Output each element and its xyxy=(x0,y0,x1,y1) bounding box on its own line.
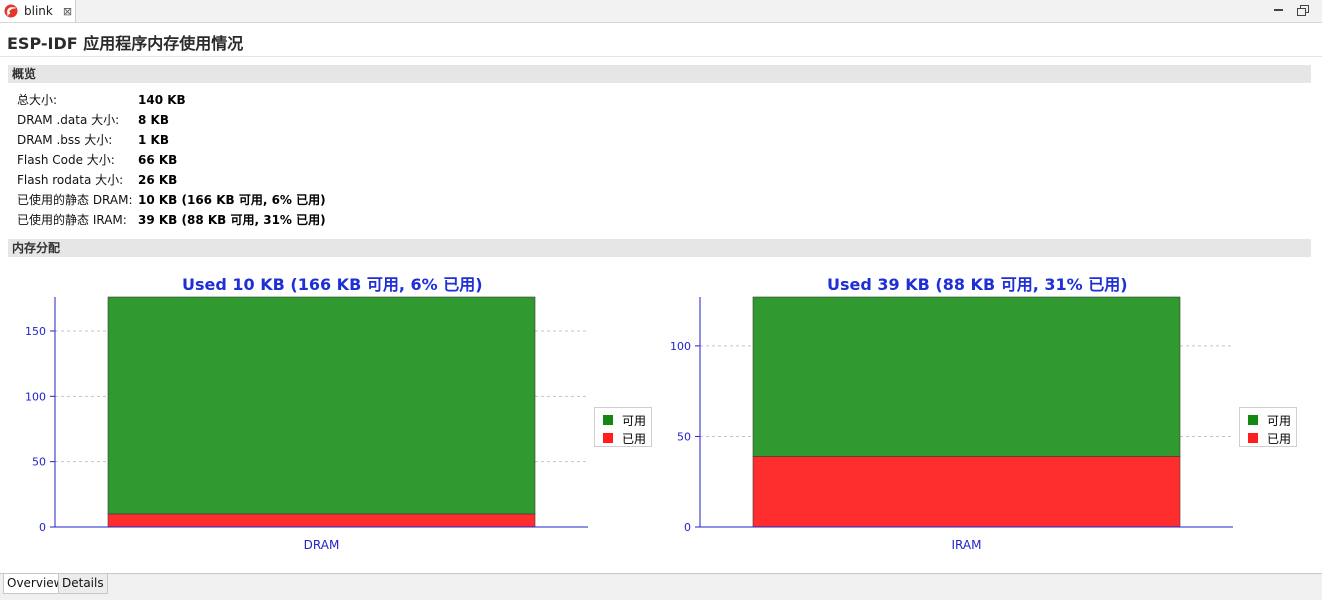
legend-item-free: 可用 xyxy=(603,411,651,429)
y-tick-label: 100 xyxy=(25,390,46,403)
overview-value: 1 KB xyxy=(138,133,169,147)
overview-value: 8 KB xyxy=(138,113,169,127)
editor-tab-blink[interactable]: blink ⊠ xyxy=(0,0,76,22)
overview-label: DRAM .data 大小: xyxy=(17,113,120,127)
overview-label: Flash Code 大小: xyxy=(17,153,115,167)
iram-chart-title: Used 39 KB (88 KB 可用, 31% 已用) xyxy=(827,275,1128,294)
dram-chart-title: Used 10 KB (166 KB 可用, 6% 已用) xyxy=(182,275,483,294)
page-title: ESP-IDF 应用程序内存使用情况 xyxy=(7,34,244,53)
overview-value: 66 KB xyxy=(138,153,178,167)
legend-label-free: 可用 xyxy=(1267,413,1292,428)
iram-chart: Used 39 KB (88 KB 可用, 31% 已用) 0 50 100 IRAM… xyxy=(645,265,1305,565)
close-icon[interactable]: ⊠ xyxy=(62,4,73,18)
legend-swatch-free xyxy=(603,415,613,425)
overview-value: 10 KB (166 KB 可用, 6% 已用) xyxy=(138,193,326,207)
overview-label: Flash rodata 大小: xyxy=(17,173,124,187)
bar-used xyxy=(107,513,536,528)
espressif-logo-icon xyxy=(4,4,18,18)
y-tick-label: 50 xyxy=(677,430,691,443)
dram-chart-plot: 0 50 100 150 DRAM xyxy=(25,296,588,552)
bar-free xyxy=(752,296,1181,457)
y-tick-label: 0 xyxy=(39,521,46,534)
legend-item-free: 可用 xyxy=(1248,411,1296,429)
overview-label: 总大小: xyxy=(17,93,58,107)
editor-tab-bar: blink ⊠ xyxy=(0,0,1322,23)
tab-details[interactable]: Details xyxy=(58,574,108,594)
legend-item-used: 已用 xyxy=(603,429,651,447)
overview-section-header[interactable]: 概览 xyxy=(8,65,1311,83)
legend-swatch-used xyxy=(1248,433,1258,443)
overview-value: 26 KB xyxy=(138,173,178,187)
overview-value: 39 KB (88 KB 可用, 31% 已用) xyxy=(138,213,326,227)
y-tick-label: 50 xyxy=(32,456,46,469)
legend-label-used: 已用 xyxy=(1267,431,1292,446)
y-tick-label: 0 xyxy=(684,521,691,534)
bottom-tab-bar: Overview Details xyxy=(0,573,1322,600)
iram-chart-plot: 0 50 100 IRAM xyxy=(670,296,1233,552)
title-divider xyxy=(0,56,1322,57)
iram-chart-legend: 可用 已用 xyxy=(1239,407,1297,447)
overview-label: 已使用的静态 DRAM: xyxy=(17,193,133,207)
memory-section-header[interactable]: 内存分配 xyxy=(8,239,1311,257)
legend-label-used: 已用 xyxy=(622,431,647,446)
overview-label: 已使用的静态 IRAM: xyxy=(17,213,127,227)
legend-swatch-used xyxy=(603,433,613,443)
restore-icon[interactable] xyxy=(1296,3,1310,17)
editor-tab-label: blink xyxy=(24,4,53,18)
legend-item-used: 已用 xyxy=(1248,429,1296,447)
tab-overview[interactable]: Overview xyxy=(3,574,68,594)
overview-value: 140 KB xyxy=(138,93,186,107)
minimize-icon[interactable] xyxy=(1272,3,1286,17)
legend-label-free: 可用 xyxy=(622,413,647,428)
window-controls xyxy=(1272,3,1310,17)
dram-chart: Used 10 KB (166 KB 可用, 6% 已用) 0 50 100 150 D… xyxy=(0,265,660,565)
overview-label: DRAM .bss 大小: xyxy=(17,133,113,147)
y-tick-label: 150 xyxy=(25,325,46,338)
bar-used xyxy=(752,456,1181,528)
bar-free xyxy=(107,296,536,515)
legend-swatch-free xyxy=(1248,415,1258,425)
dram-chart-legend: 可用 已用 xyxy=(594,407,652,447)
x-category-label: DRAM xyxy=(304,538,340,552)
y-tick-label: 100 xyxy=(670,340,691,353)
x-category-label: IRAM xyxy=(952,538,982,552)
